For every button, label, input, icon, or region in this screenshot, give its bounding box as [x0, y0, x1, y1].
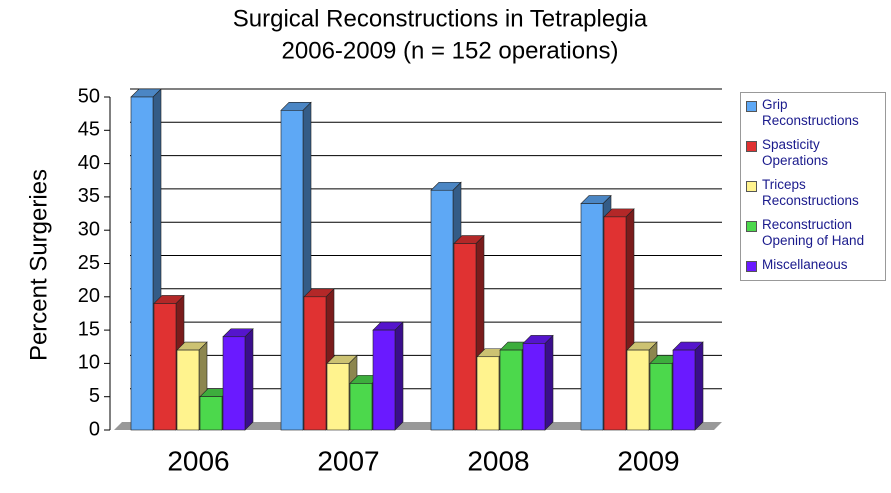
- legend-swatch: [746, 221, 757, 232]
- bar: [626, 349, 650, 431]
- bar-side: [694, 341, 704, 431]
- bar: [280, 110, 304, 431]
- legend-swatch: [746, 101, 757, 112]
- bar: [603, 216, 627, 431]
- legend-item: Triceps Reconstructions: [744, 177, 882, 209]
- legend-swatch: [746, 261, 757, 272]
- y-tick-label: 50: [78, 85, 100, 107]
- y-tick-label: 45: [78, 119, 100, 141]
- x-tick-label: 2008: [467, 445, 529, 476]
- bar: [372, 329, 396, 431]
- bar: [153, 303, 177, 431]
- y-tick-label: 20: [78, 285, 100, 307]
- y-tick-label: 40: [78, 152, 100, 174]
- legend-label: Spasticity Operations: [762, 137, 829, 168]
- legend-swatch: [746, 141, 757, 152]
- y-tick-label: 5: [89, 385, 100, 407]
- bar: [476, 356, 500, 431]
- y-axis-label: Percent Surgeries: [25, 169, 52, 361]
- bar: [349, 383, 373, 431]
- chart-subtitle: 2006-2009 (n = 152 operations): [282, 37, 619, 64]
- bar: [499, 349, 523, 431]
- y-tick-label: 10: [78, 352, 100, 374]
- bar: [430, 189, 454, 431]
- x-tick-label: 2009: [617, 445, 679, 476]
- bar: [303, 296, 327, 431]
- bar: [580, 203, 604, 431]
- x-tick-label: 2007: [317, 445, 379, 476]
- legend-label: Triceps Reconstructions: [762, 177, 859, 208]
- bar: [176, 349, 200, 431]
- legend-label: Grip Reconstructions: [762, 97, 859, 128]
- x-tick-label: 2006: [167, 445, 229, 476]
- legend: Grip Reconstructions Spasticity Operation…: [740, 92, 886, 281]
- legend-label: Miscellaneous: [762, 257, 848, 272]
- legend-item: Miscellaneous: [744, 257, 882, 273]
- floor: [114, 422, 722, 430]
- bar: [222, 336, 246, 431]
- legend-label: Reconstruction Opening of Hand: [762, 217, 865, 248]
- bar-side: [244, 328, 254, 431]
- legend-item: Grip Reconstructions: [744, 97, 882, 129]
- legend-item: Reconstruction Opening of Hand: [744, 217, 882, 249]
- y-tick-label: 30: [78, 218, 100, 240]
- y-tick-label: 25: [78, 252, 100, 274]
- chart-title: Surgical Reconstructions in Tetraplegia: [233, 5, 648, 32]
- bar-side: [544, 334, 554, 431]
- bar-side: [394, 321, 404, 431]
- legend-swatch: [746, 181, 757, 192]
- bar: [649, 363, 673, 431]
- bar: [326, 363, 350, 431]
- y-tick-label: 15: [78, 318, 100, 340]
- legend-item: Spasticity Operations: [744, 137, 882, 169]
- y-tick-label: 35: [78, 185, 100, 207]
- y-tick-label: 0: [89, 418, 100, 440]
- bar: [130, 96, 154, 431]
- bar: [199, 396, 223, 431]
- bar: [453, 243, 477, 431]
- bar: [522, 343, 546, 431]
- bar: [672, 349, 696, 431]
